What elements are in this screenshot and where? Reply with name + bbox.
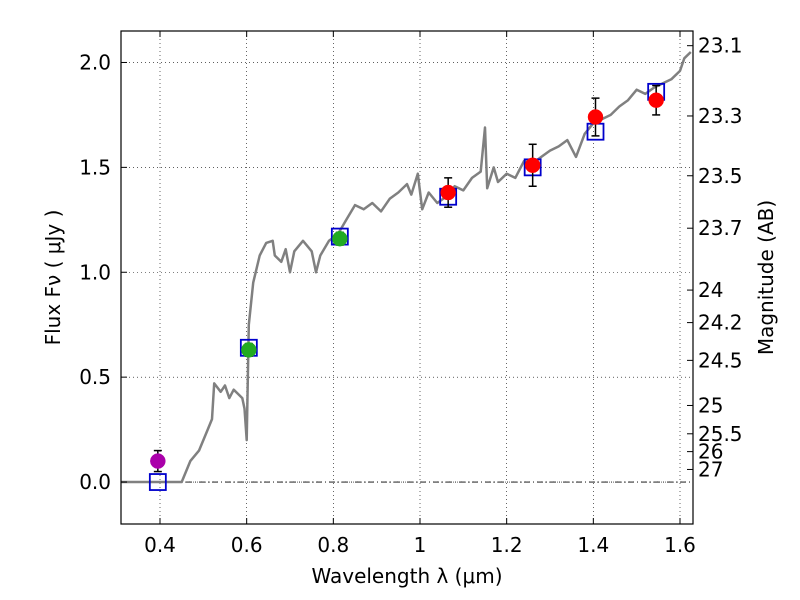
y-tick-label: 0.0 <box>79 470 111 494</box>
y-tick-label: 0.5 <box>79 365 111 389</box>
x-tick-label: 0.8 <box>317 533 349 557</box>
y2-tick-label: 23.3 <box>698 104 743 128</box>
observed-flux-point <box>587 109 604 125</box>
y2-tick-label: 24 <box>698 278 723 302</box>
y2-tick-label: 23.1 <box>698 34 743 58</box>
observed-flux-point <box>150 453 166 469</box>
y2-tick-label: 26 <box>698 440 723 464</box>
y2-tick-label: 25.5 <box>698 422 743 446</box>
observed-flux-point <box>648 92 664 108</box>
y-tick-label: 1.0 <box>79 260 111 284</box>
y2-tick-label: 23.5 <box>698 164 743 188</box>
observed-flux-point <box>440 184 456 201</box>
x-tick-label: 0.4 <box>144 533 176 557</box>
plot-frame <box>120 30 694 525</box>
x-tick-label: 1 <box>414 533 427 557</box>
x-tick-label: 0.6 <box>231 533 263 557</box>
sed-model-curve <box>121 51 692 484</box>
y2-tick-label: 27 <box>698 457 723 481</box>
x-axis-label: Wavelength λ (μm) <box>311 564 502 588</box>
y-tick-label: 1.5 <box>79 155 111 179</box>
grid-lines <box>121 31 693 524</box>
x-tick-label: 1.4 <box>577 533 609 557</box>
x-tick-label: 1.6 <box>664 533 696 557</box>
y2-tick-label: 25 <box>698 393 723 417</box>
y2-tick-label: 24.5 <box>698 348 743 372</box>
y2-axis-label: Magnitude (AB) <box>754 200 778 355</box>
y-tick-label: 2.0 <box>79 50 111 74</box>
model-photometry-square <box>148 473 167 491</box>
photometry-markers <box>148 82 666 491</box>
observed-flux-point <box>524 157 541 174</box>
observed-flux-point <box>241 342 257 358</box>
observed-flux-point <box>332 230 348 247</box>
y2-tick-label: 24.2 <box>698 311 743 335</box>
x-tick-label: 1.2 <box>491 533 523 557</box>
y2-tick-label: 23.7 <box>698 216 743 240</box>
axis-ticks: 0.4 0.6 0.8 1 1.2 1.4 1.6 0.0 0.5 1.0 1.5 2.0 23.1 23… <box>79 31 743 557</box>
y-axis-label: Flux Fν ( μJy ) <box>41 210 65 346</box>
sed-model-line <box>121 51 692 484</box>
